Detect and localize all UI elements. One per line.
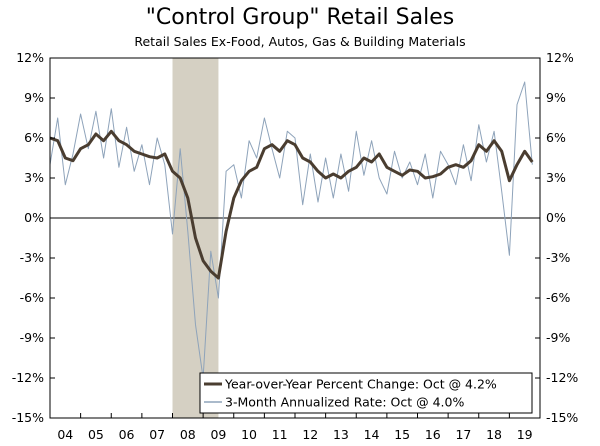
x-tick-label: 18	[486, 427, 502, 442]
y-tick-label-left: 3%	[24, 170, 44, 185]
y-tick-label-right: -9%	[546, 330, 570, 345]
x-tick-label: 04	[57, 427, 73, 442]
series-line-annualized	[49, 81, 533, 379]
y-tick-label-right: 9%	[546, 90, 566, 105]
x-tick-label: 17	[455, 427, 471, 442]
x-tick-label: 19	[517, 427, 533, 442]
y-tick-label-left: -12%	[12, 370, 44, 385]
y-tick-label-right: -6%	[546, 290, 570, 305]
x-tick-label: 16	[425, 427, 441, 442]
chart-subtitle: Retail Sales Ex-Food, Autos, Gas & Build…	[134, 34, 466, 49]
y-tick-label-left: -9%	[20, 330, 44, 345]
y-tick-label-right: 3%	[546, 170, 566, 185]
x-tick-label: 07	[149, 427, 165, 442]
series-line-yoy	[49, 129, 534, 280]
y-tick-label-left: 9%	[24, 90, 44, 105]
x-tick-label: 10	[241, 427, 257, 442]
y-tick-label-right: 0%	[546, 210, 566, 225]
legend-box	[199, 372, 533, 414]
x-tick-label: 08	[180, 427, 196, 442]
x-tick-label: 13	[333, 427, 349, 442]
plot-frame	[49, 57, 541, 419]
y-tick-label-left: 0%	[24, 210, 44, 225]
y-tick-label-right: 12%	[546, 50, 574, 65]
y-tick-label-left: -6%	[20, 290, 44, 305]
x-tick-label: 06	[119, 427, 135, 442]
x-tick-label: 15	[394, 427, 410, 442]
x-tick-label: 11	[272, 427, 288, 442]
y-tick-label-right: -3%	[546, 250, 570, 265]
legend-label-annualized: 3-Month Annualized Rate: Oct @ 4.0%	[225, 395, 464, 410]
y-tick-label-left: 6%	[24, 130, 44, 145]
y-tick-label-left: -15%	[12, 410, 44, 425]
x-tick-label: 05	[88, 427, 104, 442]
y-tick-label-left: -3%	[20, 250, 44, 265]
y-tick-label-right: -15%	[546, 410, 578, 425]
x-tick-label: 14	[364, 427, 380, 442]
y-tick-label-left: 12%	[16, 50, 44, 65]
y-tick-label-right: 6%	[546, 130, 566, 145]
y-tick-label-right: -12%	[546, 370, 578, 385]
x-tick-label: 12	[302, 427, 318, 442]
legend-label-yoy: Year-over-Year Percent Change: Oct @ 4.2…	[224, 377, 497, 392]
x-tick-label: 09	[210, 427, 226, 442]
chart-title: "Control Group" Retail Sales	[145, 5, 455, 30]
